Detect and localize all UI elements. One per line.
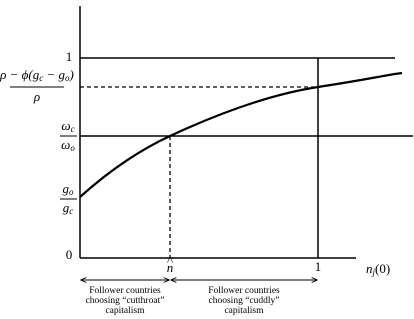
axes-and-lines (10, 6, 413, 280)
x-axis-label: nj(0) (366, 261, 390, 277)
x-label-one: 1 (315, 259, 322, 274)
omega-denominator: ωo (61, 137, 75, 153)
omega-numerator: ωc (61, 118, 74, 134)
annotation: Follower countries (208, 286, 280, 296)
annotation: choosing “cuddly” (209, 296, 280, 306)
hat: ^ (167, 253, 173, 268)
annotation: capitalism (224, 306, 264, 316)
annotation: choosing “cutthroat” (86, 296, 165, 306)
y-label-one: 1 (66, 49, 73, 64)
x-label-n-hat: n (167, 260, 174, 275)
annotation: capitalism (105, 306, 145, 316)
g-denominator: gc (63, 200, 74, 216)
ratio-numerator: ρ − ϕ(gc − go) (0, 67, 74, 83)
annotation: Follower countries (89, 286, 161, 296)
y-label-zero: 0 (66, 247, 73, 262)
curve (79, 71, 403, 198)
ratio-denominator: ρ (33, 89, 40, 104)
g-numerator: go (63, 181, 75, 197)
